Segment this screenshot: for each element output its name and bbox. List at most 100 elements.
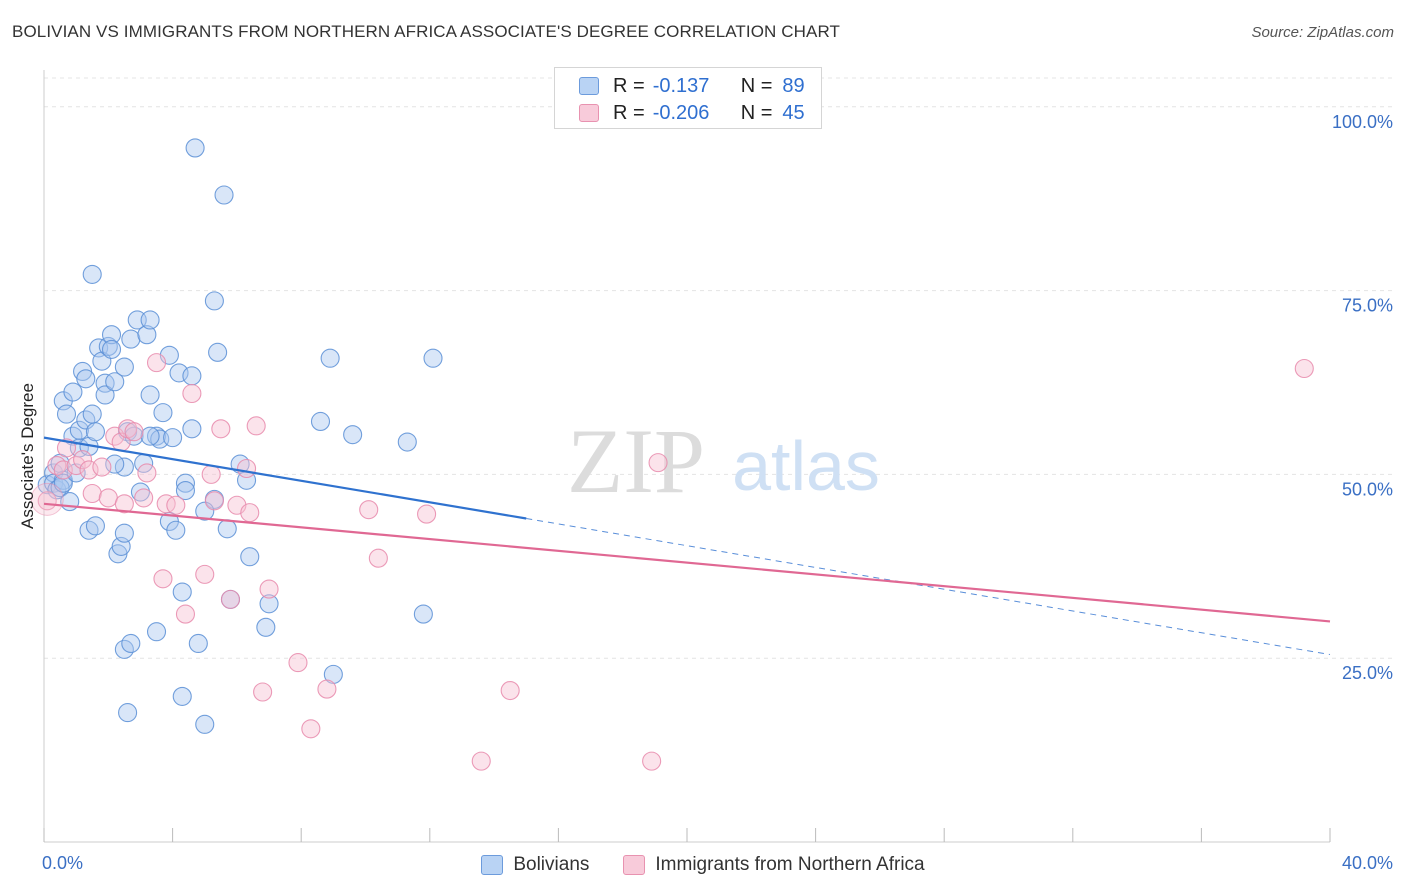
x-tick-label: 0.0% (42, 853, 83, 873)
legend-row-bolivians: R = -0.137 N = 89 (579, 73, 805, 99)
watermark-zip: ZIP (567, 410, 705, 512)
grid-lines (44, 77, 1392, 659)
legend-item-northern-africa: Immigrants from Northern Africa (623, 854, 925, 876)
bolivians-point (146, 622, 167, 642)
bolivians-point (195, 501, 215, 521)
bolivians-point (175, 473, 196, 493)
northern-africa-point (53, 460, 73, 480)
northern-africa-point (201, 464, 221, 484)
northern-africa-point (30, 482, 64, 516)
bolivians-point (172, 686, 192, 706)
bolivians-trend-extension (526, 518, 1331, 656)
bolivians-point (69, 420, 89, 440)
northern-africa-point (82, 483, 102, 504)
x-tick-label: 40.0% (1342, 853, 1393, 873)
bolivians-point (121, 329, 141, 349)
bolivians-point (320, 348, 340, 368)
watermark-atlas: atlas (732, 427, 880, 505)
bolivians-point (82, 264, 102, 284)
bolivians-point (114, 523, 134, 543)
northern-africa-point (134, 488, 154, 508)
legend-r-value: -0.206 (652, 101, 710, 124)
bolivians-point (118, 703, 138, 723)
northern-africa-point (137, 463, 157, 483)
series-bolivians (37, 138, 443, 734)
legend-swatch-pink (623, 855, 646, 875)
bolivians-point (256, 617, 276, 637)
bolivians-point (240, 547, 260, 567)
bolivians-point (182, 366, 202, 386)
northern-africa-point (175, 604, 196, 624)
northern-africa-point (182, 383, 202, 404)
bolivians-point (310, 411, 331, 431)
y-tick-label: 100.0% (1332, 112, 1393, 132)
bolivians-point (140, 426, 160, 446)
bolivians-point (140, 385, 160, 405)
legend-r-value: -0.137 (652, 74, 710, 97)
northern-africa-point (114, 494, 134, 514)
legend-swatch-pink (579, 104, 599, 122)
bolivians-point (413, 604, 433, 624)
bolivians-point (63, 382, 83, 402)
bolivians-point (95, 385, 115, 405)
bolivians-point (208, 342, 228, 362)
northern-africa-point (471, 751, 491, 771)
legend-n-value: 45 (782, 101, 805, 124)
bolivians-point (146, 426, 167, 446)
northern-africa-point (246, 416, 266, 436)
legend-r-label: R = (613, 101, 645, 124)
northern-africa-point (359, 500, 379, 520)
bolivians-point (214, 185, 234, 205)
y-axis-label: Associate's Degree (18, 383, 37, 529)
northern-africa-point (220, 589, 241, 609)
northern-africa-point (166, 495, 186, 515)
bolivians-point (175, 481, 196, 501)
northern-africa-point (301, 719, 321, 739)
series-northern-africa (30, 353, 1314, 771)
chart-title: BOLIVIAN VS IMMIGRANTS FROM NORTHERN AFR… (12, 22, 841, 41)
bolivians-point (153, 403, 173, 423)
northern-africa-point (288, 653, 308, 673)
northern-africa-point (204, 491, 224, 511)
legend-n-label: N = (740, 101, 773, 124)
northern-africa-point (1294, 358, 1314, 379)
bolivians-trend-line (43, 436, 527, 520)
y-tick-label: 50.0% (1342, 479, 1393, 499)
series-legend: Bolivians Immigrants from Northern Afric… (0, 852, 1406, 878)
trend-lines (43, 436, 1331, 656)
bolivians-point (163, 428, 183, 448)
y-tick-label: 75.0% (1342, 296, 1393, 316)
bolivians-point (185, 138, 205, 158)
bolivians-point (217, 519, 237, 539)
source-label: Source: ZipAtlas.com (1251, 24, 1394, 41)
bolivians-point (101, 339, 122, 359)
northern-africa-point (317, 679, 337, 699)
bolivians-point (105, 372, 125, 392)
legend-swatch-blue (579, 77, 599, 95)
y-tick-label: 25.0% (1342, 663, 1393, 683)
northern-africa-point (124, 422, 144, 442)
bolivians-point (130, 482, 150, 502)
bolivians-point (166, 520, 186, 540)
northern-africa-point (253, 682, 273, 702)
bolivians-point (182, 419, 202, 439)
legend-row-northern-africa: R = -0.206 N = 45 (579, 100, 805, 126)
northern-africa-point (195, 564, 215, 584)
bolivians-point (259, 594, 279, 614)
legend-item-bolivians: Bolivians (481, 854, 589, 876)
bolivians-point (82, 404, 102, 424)
x-tick-labels: 0.0% 40.0% (42, 853, 1393, 873)
northern-africa-point (648, 453, 668, 473)
bolivians-point (397, 432, 417, 452)
bolivians-point (85, 516, 105, 536)
bolivians-point (121, 633, 141, 654)
bolivians-point (56, 404, 77, 424)
northern-africa-point (153, 569, 173, 589)
legend-swatch-blue (481, 855, 504, 875)
bolivians-point (343, 425, 363, 445)
northern-africa-point (500, 680, 520, 701)
northern-africa-trend-line (43, 502, 1331, 623)
legend-item-label: Immigrants from Northern Africa (655, 854, 925, 875)
northern-africa-point (259, 579, 279, 599)
